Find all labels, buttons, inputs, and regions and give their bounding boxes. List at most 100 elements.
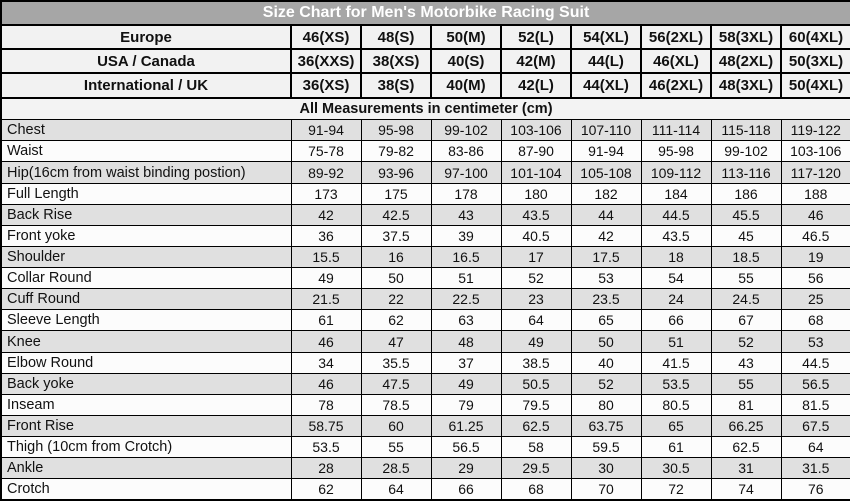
measurement-value: 99-102: [710, 140, 782, 163]
measurement-value: 99-102: [430, 119, 502, 142]
size-value: 46(2XL): [640, 72, 712, 99]
table-row: Full Length 173 175 178 180 182 184 186 188: [0, 182, 850, 205]
measurement-value: 178: [430, 182, 502, 205]
measurement-label: Back yoke: [0, 372, 292, 395]
measurement-label: Ankle: [0, 457, 292, 480]
measurement-value: 95-98: [640, 140, 712, 163]
measurement-value: 36: [290, 224, 362, 247]
measurement-value: 45.5: [710, 203, 782, 226]
size-value: 56(2XL): [640, 24, 712, 51]
measurement-value: 46: [290, 372, 362, 395]
measurement-value: 58: [500, 436, 572, 459]
measurement-value: 24: [640, 288, 712, 311]
measurement-value: 37: [430, 351, 502, 374]
measurement-value: 115-118: [710, 119, 782, 142]
measurement-value: 25: [780, 288, 850, 311]
size-value: 46(XS): [290, 24, 362, 51]
measurement-value: 111-114: [640, 119, 712, 142]
measurement-value: 186: [710, 182, 782, 205]
measurement-value: 62: [360, 309, 432, 332]
measurement-value: 70: [570, 478, 642, 501]
size-value: 48(3XL): [710, 72, 782, 99]
table-row: Crotch 62 64 66 68 70 72 74 76: [0, 478, 850, 501]
size-value: 38(S): [360, 72, 432, 99]
measurement-value: 182: [570, 182, 642, 205]
measurement-value: 53.5: [640, 372, 712, 395]
measurement-value: 54: [640, 267, 712, 290]
measurement-label: Inseam: [0, 393, 292, 416]
measurement-label: Front Rise: [0, 414, 292, 438]
measurement-value: 101-104: [500, 161, 572, 184]
size-value: 40(S): [430, 48, 502, 75]
measurement-value: 103-106: [500, 119, 572, 142]
measurement-value: 47.5: [360, 372, 432, 395]
size-value: 40(M): [430, 72, 502, 99]
size-system-label: USA / Canada: [0, 48, 292, 75]
size-value: 50(M): [430, 24, 502, 51]
measurement-value: 66: [640, 309, 712, 332]
measurement-value: 81: [710, 393, 782, 416]
measurement-value: 19: [780, 245, 850, 269]
measurement-value: 29.5: [500, 457, 572, 480]
size-value: 58(3XL): [710, 24, 782, 51]
size-system-row: International / UK 36(XS) 38(S) 40(M) 42(L) 4…: [0, 72, 850, 99]
measurement-value: 83-86: [430, 140, 502, 163]
measurement-value: 40: [570, 351, 642, 374]
measurement-value: 66.25: [710, 414, 782, 438]
measurement-value: 22: [360, 288, 432, 311]
measurement-value: 56: [780, 267, 850, 290]
measurement-value: 15.5: [290, 245, 362, 269]
measurement-value: 18: [640, 245, 712, 269]
measurement-value: 184: [640, 182, 712, 205]
size-value: 48(2XL): [710, 48, 782, 75]
measurement-value: 56.5: [430, 436, 502, 459]
measurement-value: 66: [430, 478, 502, 501]
measurement-value: 79-82: [360, 140, 432, 163]
measurement-value: 188: [780, 182, 850, 205]
unit-note: All Measurements in centimeter (cm): [0, 97, 850, 121]
measurement-value: 16.5: [430, 245, 502, 269]
size-system-label: International / UK: [0, 72, 292, 99]
measurement-value: 46: [290, 330, 362, 353]
measurement-value: 22.5: [430, 288, 502, 311]
measurement-value: 38.5: [500, 351, 572, 374]
measurement-label: Elbow Round: [0, 351, 292, 374]
measurement-label: Front yoke: [0, 224, 292, 247]
measurement-value: 47: [360, 330, 432, 353]
measurement-value: 175: [360, 182, 432, 205]
measurement-value: 31: [710, 457, 782, 480]
measurement-value: 93-96: [360, 161, 432, 184]
measurement-value: 17: [500, 245, 572, 269]
table-row: Shoulder 15.5 16 16.5 17 17.5 18 18.5 19: [0, 245, 850, 269]
measurement-value: 81.5: [780, 393, 850, 416]
size-value: 60(4XL): [779, 24, 850, 51]
size-system-row: USA / Canada 36(XXS) 38(XS) 40(S) 42(M) 44(L)…: [0, 48, 850, 75]
measurement-label: Hip(16cm from waist binding postion): [0, 161, 292, 184]
measurement-value: 55: [360, 436, 432, 459]
measurement-value: 95-98: [360, 119, 432, 142]
measurement-value: 53: [570, 267, 642, 290]
size-value: 46(XL): [640, 48, 712, 75]
measurement-value: 43.5: [640, 224, 712, 247]
table-row: Hip(16cm from waist binding postion) 89-9…: [0, 161, 850, 184]
measurement-value: 31.5: [780, 457, 850, 480]
measurement-value: 28.5: [360, 457, 432, 480]
unit-section: All Measurements in centimeter (cm): [0, 97, 850, 121]
size-system-row: Europe 46(XS) 48(S) 50(M) 52(L) 54(XL) 56(2XL)…: [0, 24, 850, 51]
measurement-value: 59.5: [570, 436, 642, 459]
measurement-label: Collar Round: [0, 267, 292, 290]
measurement-value: 64: [500, 309, 572, 332]
measurement-value: 107-110: [570, 119, 642, 142]
measurement-label: Thigh (10cm from Crotch): [0, 436, 292, 459]
measurement-value: 21.5: [290, 288, 362, 311]
size-value: 42(L): [500, 72, 572, 99]
size-system-label: Europe: [0, 24, 292, 51]
measurement-label: Waist: [0, 140, 292, 163]
measurement-value: 52: [710, 330, 782, 353]
measurement-label: Sleeve Length: [0, 309, 292, 332]
size-value: 36(XXS): [290, 48, 362, 75]
measurement-value: 65: [570, 309, 642, 332]
measurement-value: 34: [290, 351, 362, 374]
